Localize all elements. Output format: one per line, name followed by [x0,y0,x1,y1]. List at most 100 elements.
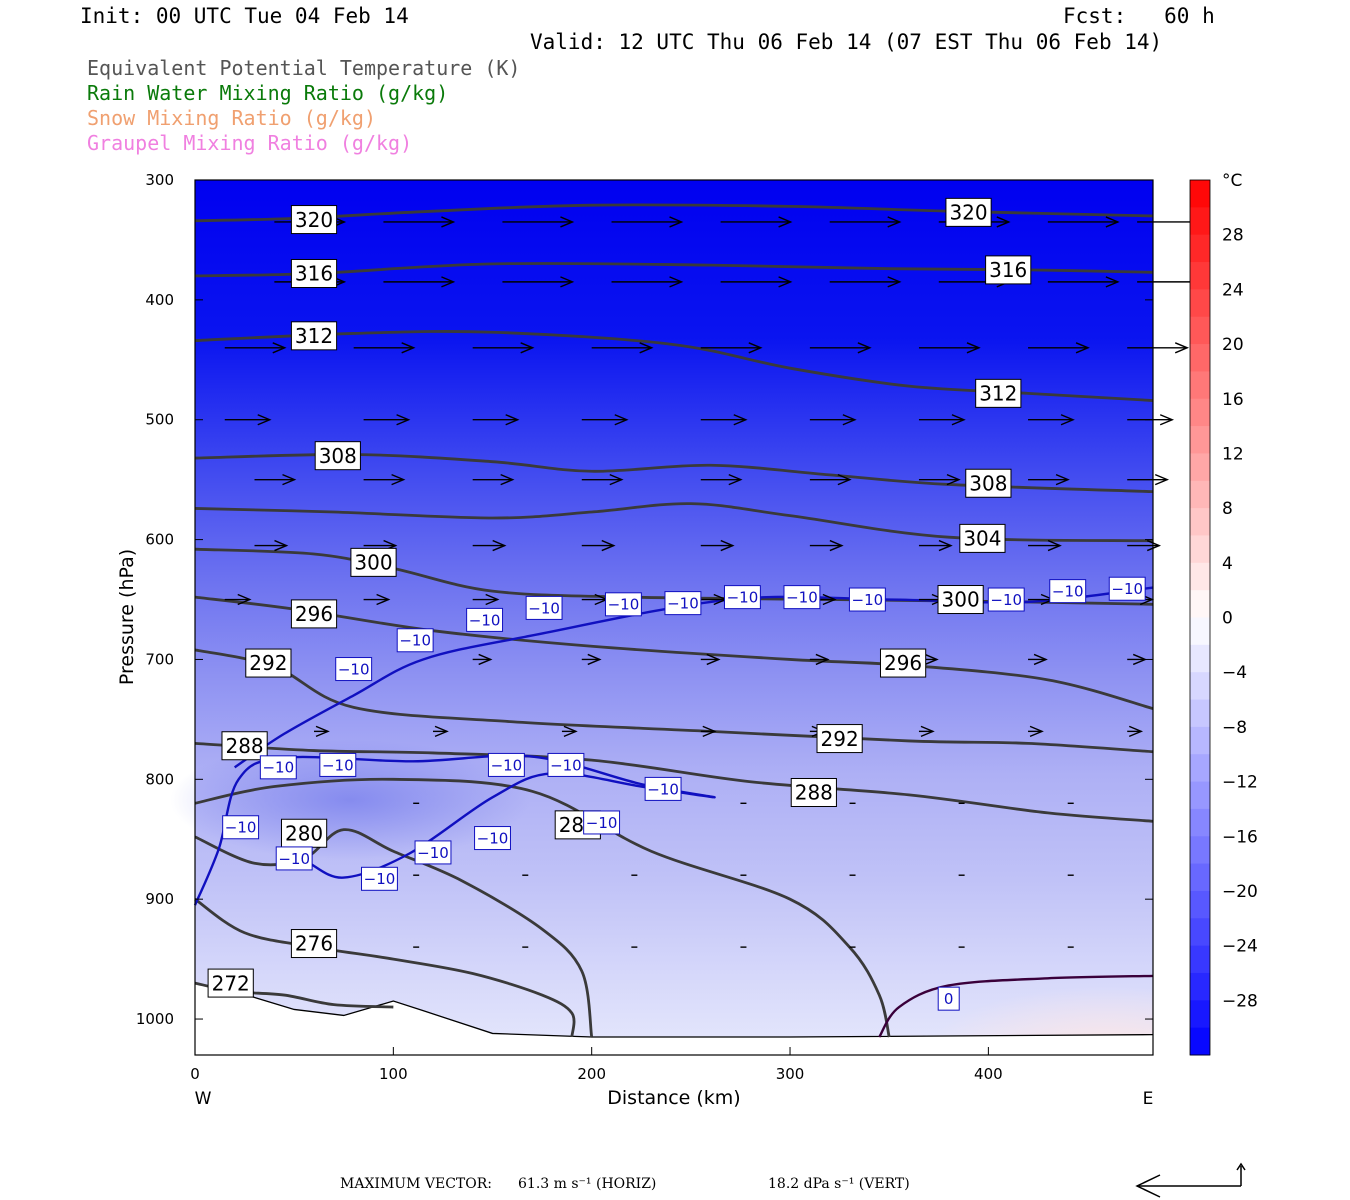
theta-e-label-text: 316 [295,262,333,286]
isotherm-label-text: 0 [944,990,954,1008]
colorbar-segment [1190,754,1210,783]
axes: 0 100 200 300 400 300 400 500 600 700 800 900 1000 [136,171,1153,1083]
isotherm-label-box [222,815,260,840]
theta-e-contour [194,898,576,1038]
wind-vector [1047,216,1120,228]
wind-vector-head [1154,474,1170,486]
colorbar-tick-label: −16 [1222,827,1258,847]
wind-vector [1028,539,1062,552]
wind-vector-head [887,216,902,228]
isotherm-label-box [664,591,702,616]
isotherm-label-box [783,585,821,610]
x-tick-label: 200 [577,1065,606,1083]
colorbar-segment [1190,945,1210,974]
wind-vector-head [614,414,629,426]
wind-vector [383,276,456,288]
max-vector-horiz: 61.3 m s⁻¹ (HORIZ) [518,1176,657,1192]
wind-vector [1028,474,1070,486]
wind-vector-head [1047,539,1062,552]
isotherm-label-box [259,755,297,780]
wind-vector [1127,725,1144,738]
isotherm-label-box [547,752,585,777]
isotherm-label-box [414,840,452,865]
wind-vector-head [946,474,961,486]
wind-vector-head [951,414,966,426]
isotherm-label-text: −10 [1111,580,1143,598]
isotherm-label-text: −10 [608,596,640,614]
wind-vector [254,539,289,552]
wind-vector [918,342,981,354]
wind-vector [1127,474,1170,486]
theta-e-label-box [959,523,1006,553]
wind-vector [720,216,793,228]
temperature-isotherm [193,754,716,906]
isotherm-label: −10 [583,810,621,835]
x-tick-label: 0 [190,1065,200,1083]
theta-e-label-box [975,378,1022,408]
wind-vector-head [733,414,748,426]
colorbar-segment [1190,863,1210,892]
reference-vector [1135,1162,1246,1198]
wind-vector-head [669,276,684,288]
wind-vector [700,414,748,426]
wind-vector [700,653,721,666]
isotherm-label-box [604,592,642,617]
forecast-hour: Fcst: 60 h [1063,4,1215,28]
theta-e-label: 276 [290,929,338,959]
wind-vector [1047,276,1120,288]
wind-vector-head [728,474,743,486]
isotherm-label: −10 [414,840,452,865]
y-tick-label: 700 [145,650,174,668]
isotherm-label-text: −10 [225,819,257,837]
theta-e-label-box [280,818,328,848]
colorbar-segment [1190,344,1210,372]
theta-e-label-box [816,724,863,754]
colorbar-segment [1190,316,1210,345]
wind-vector-head [1105,216,1120,228]
theta-e-label: 312 [975,378,1022,408]
temperature-colorbar: °C 28 24 20 16 12 8 4 0 −4 −8 −12 −16 −20 −24 −28 [1189,171,1258,1056]
wind-vector [561,725,578,738]
isotherm-label: −10 [222,815,260,840]
isotherm-label-text: −10 [491,756,523,774]
theta-e-label: 316 [290,258,338,288]
colorbar-segment [1190,972,1210,1001]
max-vector-label: MAXIMUM VECTOR: [340,1176,492,1192]
colorbar-segment [1190,644,1210,673]
isotherm-label: −10 [1108,576,1146,601]
wind-vector-head [1174,342,1190,354]
wind-vector-head [669,216,684,228]
isotherm-label: −10 [361,866,398,891]
wind-vector-head [441,216,456,228]
wind-vector [918,414,966,426]
colorbar-tick-label: 28 [1222,226,1244,246]
isotherm-label-text: −10 [786,589,818,607]
isotherm-label-text: −10 [278,850,310,868]
isotherm-label-box [937,986,960,1011]
theta-e-label: 292 [245,648,292,678]
theta-e-label-text: 292 [249,651,287,675]
wind-vector-head [639,342,654,354]
isotherm-label-text: −10 [399,632,431,650]
wind-vector-head [441,276,456,288]
wind-vector-head [996,216,1011,228]
wind-vector [472,342,535,354]
colorbar-tick-label: −8 [1222,718,1247,738]
wind-vector-head [887,276,902,288]
plot-frame [194,179,1154,1056]
isotherm-label-text: −10 [990,591,1022,609]
wind-vector [809,342,872,354]
theta-e-label-box [314,441,361,471]
isotherm-label-text: −10 [852,591,884,609]
wind-vector [809,414,857,426]
wind-vector [472,539,507,552]
legend-rain-water: Rain Water Mixing Ratio (g/kg) [87,81,449,105]
wind-vector-head [720,539,735,552]
isotherm-label-box [583,810,621,835]
colorbar-tick-label: 12 [1222,444,1244,464]
isotherm-label-text: −10 [477,829,509,847]
colorbar-tick-label: −12 [1222,773,1258,793]
theta-e-label-box [937,585,984,615]
isotherm-label-box [361,866,398,891]
